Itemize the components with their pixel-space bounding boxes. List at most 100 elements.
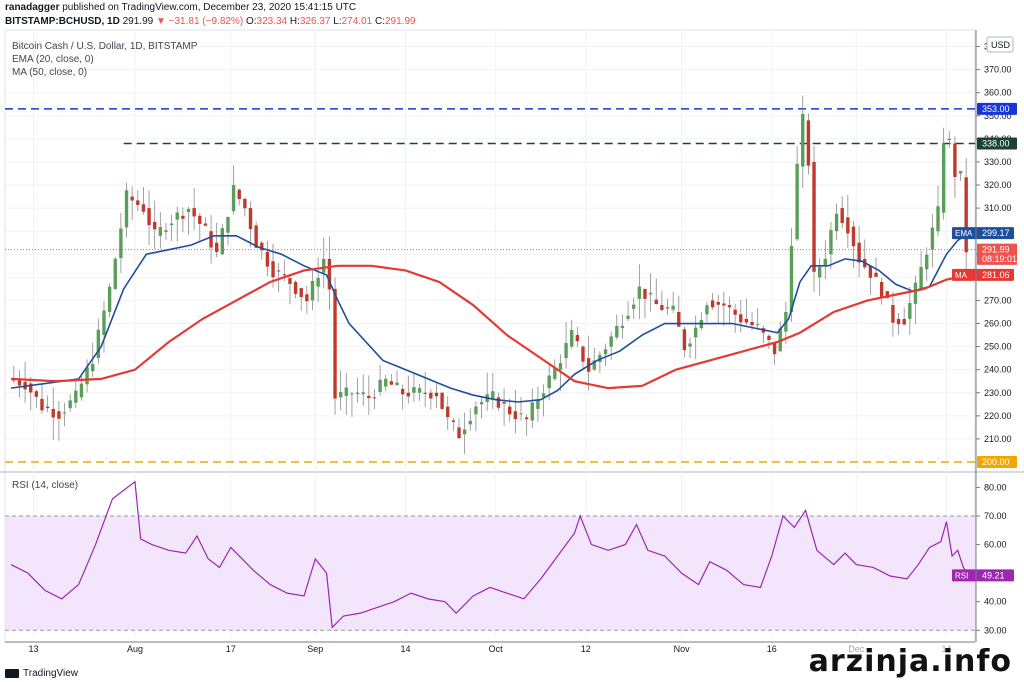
price-tick-label: 310.00 [984,203,1012,213]
candle-body [615,325,619,338]
candle-body [812,161,816,272]
candle-body [665,307,670,309]
candle-body [136,200,140,205]
candle-body [192,208,196,217]
candle-body [68,400,72,409]
candle-body [925,254,929,270]
candle-body [248,208,253,230]
candle-body [378,379,382,392]
time-tick-label: 13 [29,644,39,654]
open-value: 323.34 [256,16,288,27]
candle-body [412,387,416,393]
candle-body [361,392,365,395]
time-tick-label: 16 [767,644,777,654]
candle-body [451,420,456,422]
level-label: 338.00 [982,138,1010,148]
chart-title: Bitcoin Cash / U.S. Dollar, 1D, BITSTAMP [12,41,198,52]
candle-body [175,212,179,220]
price-tick-label: 330.00 [984,157,1012,167]
candle-body [553,368,557,379]
candle-body [79,383,84,398]
price-tick-label: 370.00 [984,65,1012,75]
candle-body [400,388,405,395]
candle-body [564,343,568,359]
candle-body [153,221,157,230]
high-label: H: [289,16,300,27]
candle-body [282,274,287,276]
candle-body [293,281,298,294]
time-tick-label: Sep [307,644,323,654]
candle-body [355,392,360,394]
candle-body [598,354,602,362]
candle-body [902,318,906,325]
tradingview-logo-icon [5,668,19,678]
currency-label: USD [991,40,1011,50]
symbol-label: BITSTAMP:BCHUSD, 1D [5,16,120,27]
candle-body [834,213,839,232]
candle-body [260,242,264,251]
candle-body [102,310,106,336]
candle-body [581,346,585,362]
rsi-tick-label: 60.00 [984,540,1007,550]
rsi-legend[interactable]: RSI (14, close) [12,480,79,491]
rsi-tick-label: 30.00 [984,625,1007,635]
price-tick-label: 350.00 [984,111,1012,121]
candle-body [508,406,512,415]
price-tick-label: 220.00 [984,411,1012,421]
price-tick-label: 240.00 [984,365,1012,375]
candle-body [919,266,923,289]
candle-body [198,215,202,224]
ma-legend[interactable]: MA (50, close, 0) [12,67,88,78]
candle-body [338,391,343,398]
candle-body [45,406,50,409]
candle-body [34,391,39,397]
candle-body [265,251,270,267]
candle-body [609,336,613,347]
candle-body [626,315,630,319]
candle-body [620,325,625,329]
candle-body [389,381,394,385]
candle-body [423,392,427,394]
candle-body [547,375,551,389]
rsi-tick-label: 80.00 [984,482,1007,492]
publish-text: published on TradingView.com, December 2… [62,2,357,13]
axis-label-value: 281.06 [982,270,1010,280]
candle-body [637,286,642,299]
candle-body [722,303,726,306]
last-price: 291.99 [122,16,154,27]
candle-body [462,429,467,435]
candle-body [322,258,326,273]
ema-legend[interactable]: EMA (20, close, 0) [12,54,94,65]
candle-body [947,138,951,140]
candle-body [885,291,889,299]
candle-body [124,190,129,228]
candle-body [468,420,472,425]
candle-body [891,305,895,323]
axis-label-badge [952,227,1014,240]
candle-body [85,367,89,385]
candle-body [220,228,225,255]
candle-body [964,177,968,253]
candle-body [772,343,777,355]
ema-line [10,232,970,403]
price-tick-label: 360.00 [984,88,1012,98]
candle-body [682,329,687,351]
rsi-tick-label: 70.00 [984,511,1007,521]
price-tick-label: 230.00 [984,388,1012,398]
author-name[interactable]: ranadagger [5,2,60,13]
candle-body [395,382,399,386]
candle-body [62,412,67,414]
close-label: C: [374,16,385,27]
price-tick-label: 250.00 [984,342,1012,352]
candle-body [130,196,134,201]
candle-body [733,309,737,315]
candle-body [857,242,861,263]
candle-body [840,208,844,224]
candle-body [851,226,856,247]
tradingview-logo[interactable]: TradingView [5,668,78,679]
candle-body [169,223,174,226]
candle-body [654,299,658,305]
candle-body [688,343,692,347]
candle-body [237,189,241,199]
